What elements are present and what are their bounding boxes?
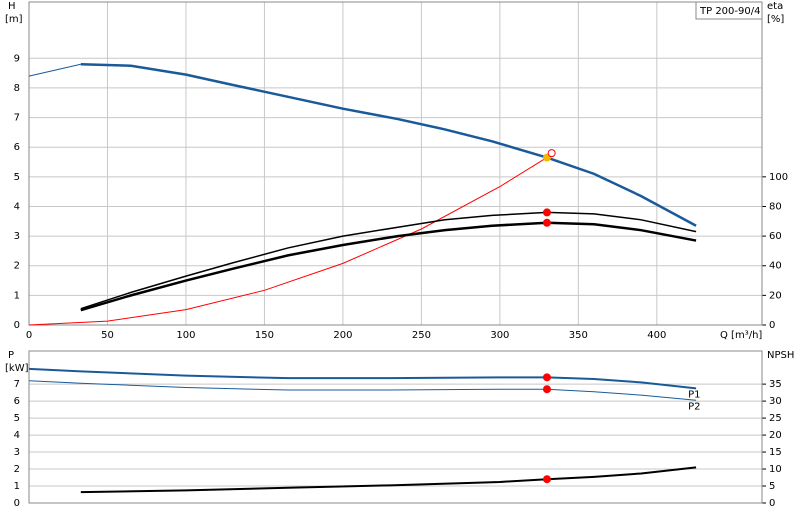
- y-tick-label: 3: [14, 447, 20, 458]
- x-tick-label: 350: [569, 330, 588, 341]
- y-tick-label: 7: [14, 113, 20, 124]
- x-tick-label: 200: [333, 330, 352, 341]
- y-tick-label: 0: [14, 498, 20, 509]
- x-tick-label: 0: [26, 330, 32, 341]
- y2-axis-unit: [%]: [767, 14, 784, 25]
- y2-tick-label: 30: [769, 396, 782, 407]
- duty-point: [542, 385, 551, 394]
- y2-tick-label: 35: [769, 379, 782, 390]
- y2-tick-label: 20: [769, 290, 782, 301]
- y-tick-label: 0: [14, 320, 20, 331]
- y-tick-label: 2: [14, 464, 20, 475]
- duty-point: [547, 149, 556, 158]
- series-line: [28, 380, 697, 401]
- y-tick-label: 7: [14, 379, 20, 390]
- y2-axis-label: eta: [767, 1, 783, 12]
- y-tick-label: 1: [14, 290, 20, 301]
- x-tick-label: 150: [255, 330, 274, 341]
- y2-tick-label: 5: [769, 481, 775, 492]
- y2-tick-label: 60: [769, 231, 782, 242]
- plot-area: [28, 350, 763, 504]
- y-tick-label: 3: [14, 231, 20, 242]
- duty-point: [542, 475, 551, 484]
- x-tick-label: 300: [490, 330, 509, 341]
- y2-axis-label: NPSH: [767, 350, 794, 361]
- series-line: [28, 63, 81, 77]
- series-line: [80, 62, 697, 227]
- plot-frame: [28, 350, 763, 504]
- y-axis-unit: [kW]: [5, 363, 29, 374]
- y-axis-label: H: [8, 1, 16, 12]
- plot-frame: [28, 1, 763, 326]
- y2-tick-label: 40: [769, 261, 782, 272]
- y2-tick-label: 25: [769, 413, 782, 424]
- series-label: P2: [688, 401, 700, 412]
- y2-tick-label: 20: [769, 430, 782, 441]
- plot-area: [28, 1, 763, 326]
- x-axis-label: Q [m³/h]: [720, 330, 762, 341]
- series-line: [28, 367, 697, 390]
- y2-tick-label: 80: [769, 201, 782, 212]
- x-tick-label: 250: [412, 330, 431, 341]
- chart-title: TP 200-90/4: [699, 6, 760, 17]
- y-tick-label: 5: [14, 413, 20, 424]
- y2-tick-label: 10: [769, 464, 782, 475]
- series-line: [80, 221, 697, 312]
- x-tick-label: 400: [647, 330, 666, 341]
- duty-point: [542, 373, 551, 382]
- duty-point: [542, 208, 551, 217]
- y-tick-label: 6: [14, 142, 20, 153]
- title-box: [695, 1, 763, 20]
- y-tick-label: 2: [14, 261, 20, 272]
- series-line: [28, 154, 552, 326]
- y2-tick-label: 0: [769, 498, 775, 509]
- series-line: [80, 211, 697, 310]
- series-line: [80, 466, 697, 494]
- y-tick-label: 9: [14, 53, 20, 64]
- duty-point: [542, 153, 551, 162]
- y2-tick-label: 100: [769, 172, 788, 183]
- x-tick-label: 50: [101, 330, 114, 341]
- y-tick-label: 4: [14, 430, 20, 441]
- y-tick-label: 1: [14, 481, 20, 492]
- y-axis-unit: [m]: [5, 14, 23, 25]
- y-tick-label: 8: [14, 83, 20, 94]
- y-axis-label: P: [8, 350, 14, 361]
- y2-tick-label: 15: [769, 447, 782, 458]
- duty-point: [542, 218, 551, 227]
- y2-tick-label: 0: [769, 320, 775, 331]
- x-tick-label: 100: [176, 330, 195, 341]
- y-tick-label: 4: [14, 201, 20, 212]
- y-tick-label: 6: [14, 396, 20, 407]
- series-label: P1: [688, 389, 700, 400]
- y-tick-label: 5: [14, 172, 20, 183]
